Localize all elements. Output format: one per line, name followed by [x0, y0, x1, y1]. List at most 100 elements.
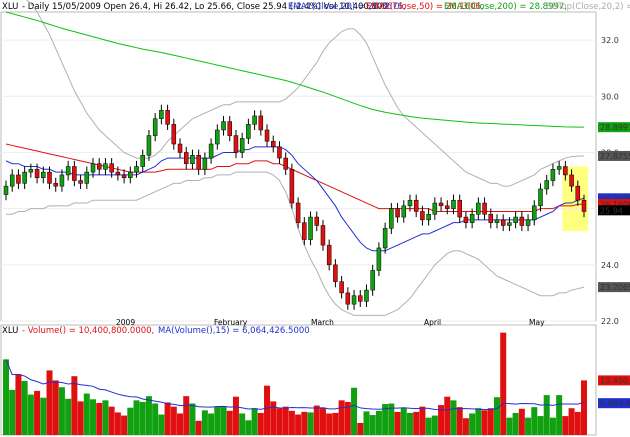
- volume-bar: [65, 398, 72, 435]
- volume-bar: [214, 406, 221, 435]
- volume-bar: [537, 416, 544, 435]
- candle-body: [171, 124, 177, 145]
- volume-bar: [3, 359, 9, 435]
- volume-pane: [0, 324, 597, 436]
- volume-bar: [394, 411, 401, 435]
- candle-body: [190, 155, 195, 164]
- candle-body: [208, 143, 214, 159]
- volume-bar: [158, 414, 165, 435]
- candle-body: [445, 205, 450, 209]
- volume-bar: [400, 407, 407, 435]
- candle-body: [364, 289, 369, 302]
- bollinger-bottom-line: [6, 171, 585, 316]
- volume-bar: [177, 413, 184, 435]
- candle-body: [134, 166, 139, 173]
- volume-bar: [58, 387, 65, 435]
- volume-bar: [108, 406, 115, 435]
- price-value-label: 23.2065: [600, 283, 630, 292]
- volume-bar: [444, 396, 451, 435]
- ema50-line: [5, 143, 585, 212]
- volume-bar: [282, 406, 289, 435]
- volume-bar: [121, 415, 128, 435]
- volume-bar: [375, 410, 382, 435]
- candle-body: [569, 174, 574, 187]
- price-value-label: 26.3676: [600, 194, 630, 203]
- candle-body: [78, 180, 83, 184]
- volume-bar: [425, 417, 432, 435]
- candle-body: [407, 199, 413, 207]
- ema2-label: EMA2(Close,50) = 26.1606,: [366, 2, 484, 12]
- candle-body: [376, 247, 382, 271]
- price-value-tag: [598, 122, 630, 133]
- volume-bar: [264, 385, 271, 435]
- volume-bar: [469, 413, 476, 435]
- candle-body: [457, 199, 462, 218]
- candle-body: [382, 228, 388, 249]
- volume-bar: [581, 380, 587, 435]
- candle-body: [121, 174, 127, 178]
- candle-body: [246, 124, 251, 139]
- volume-bar: [363, 411, 370, 435]
- candle-body: [289, 169, 295, 204]
- volume-bar: [114, 412, 121, 435]
- candle-body: [72, 166, 77, 181]
- candle-body: [432, 202, 438, 215]
- candle-body: [227, 121, 232, 136]
- bbtop-label: BBTop(Close,20,2) = 27.87: [546, 2, 630, 12]
- date-label-may: May: [529, 318, 545, 327]
- candle-body: [128, 171, 133, 178]
- chart-info: - Daily 15/05/2009 Open 26.4, Hi 26.42, …: [22, 2, 388, 12]
- candle-body: [115, 171, 121, 176]
- volume-bar: [220, 406, 227, 435]
- volume-bar: [52, 380, 59, 435]
- volume-ma-label: MA(Volume(),15) = 6,064,426.5000: [158, 326, 310, 336]
- volume-symbol: XLU: [2, 326, 18, 336]
- candle-body: [500, 219, 506, 226]
- volume-value-tag: [598, 398, 630, 409]
- volume-bar: [9, 389, 16, 435]
- volume-bar: [40, 397, 47, 435]
- volume-bar: [369, 415, 376, 435]
- candle-body: [277, 146, 282, 159]
- volume-bar: [183, 396, 190, 435]
- candle-body: [476, 202, 481, 215]
- volume-bar: [456, 407, 463, 435]
- volume-ma-line: [5, 359, 585, 411]
- volume-bar: [170, 406, 177, 435]
- price-value-label: 26.1606: [600, 200, 630, 209]
- candle-body: [538, 188, 543, 207]
- candle-body: [370, 270, 375, 291]
- candle-body: [252, 115, 257, 125]
- volume-bar: [487, 408, 494, 435]
- candle-body: [413, 199, 419, 212]
- candle-body: [103, 163, 108, 170]
- price-value-tag: [598, 193, 630, 204]
- volume-bar: [301, 411, 308, 435]
- volume-value-label: 6,064,426: [600, 399, 630, 408]
- candle-body: [215, 129, 220, 145]
- candle-body: [544, 180, 549, 190]
- candle-body: [196, 155, 201, 170]
- candle-body: [177, 143, 183, 153]
- volume-bar: [344, 401, 351, 435]
- candle-body: [339, 281, 344, 294]
- candle-body: [556, 166, 562, 170]
- volume-bar: [251, 408, 258, 435]
- candle-body: [519, 216, 525, 226]
- volume-bar: [481, 410, 488, 435]
- volume-bar: [319, 407, 326, 435]
- price-value-label: 28.8997: [600, 123, 630, 132]
- price-value-label: 27.8755: [600, 152, 630, 161]
- candle-body: [53, 183, 58, 187]
- candle-body: [59, 174, 65, 187]
- bollinger-top-line: [26, 0, 585, 187]
- volume-bar: [332, 412, 339, 435]
- candle-body: [47, 171, 52, 184]
- candle-body: [395, 208, 400, 218]
- candle-body: [152, 118, 158, 136]
- volume-bar: [96, 402, 103, 435]
- price-tick-label: 24.0: [601, 261, 619, 270]
- volume-bar: [245, 420, 252, 435]
- candle-body: [550, 169, 556, 181]
- candle-body: [420, 211, 425, 221]
